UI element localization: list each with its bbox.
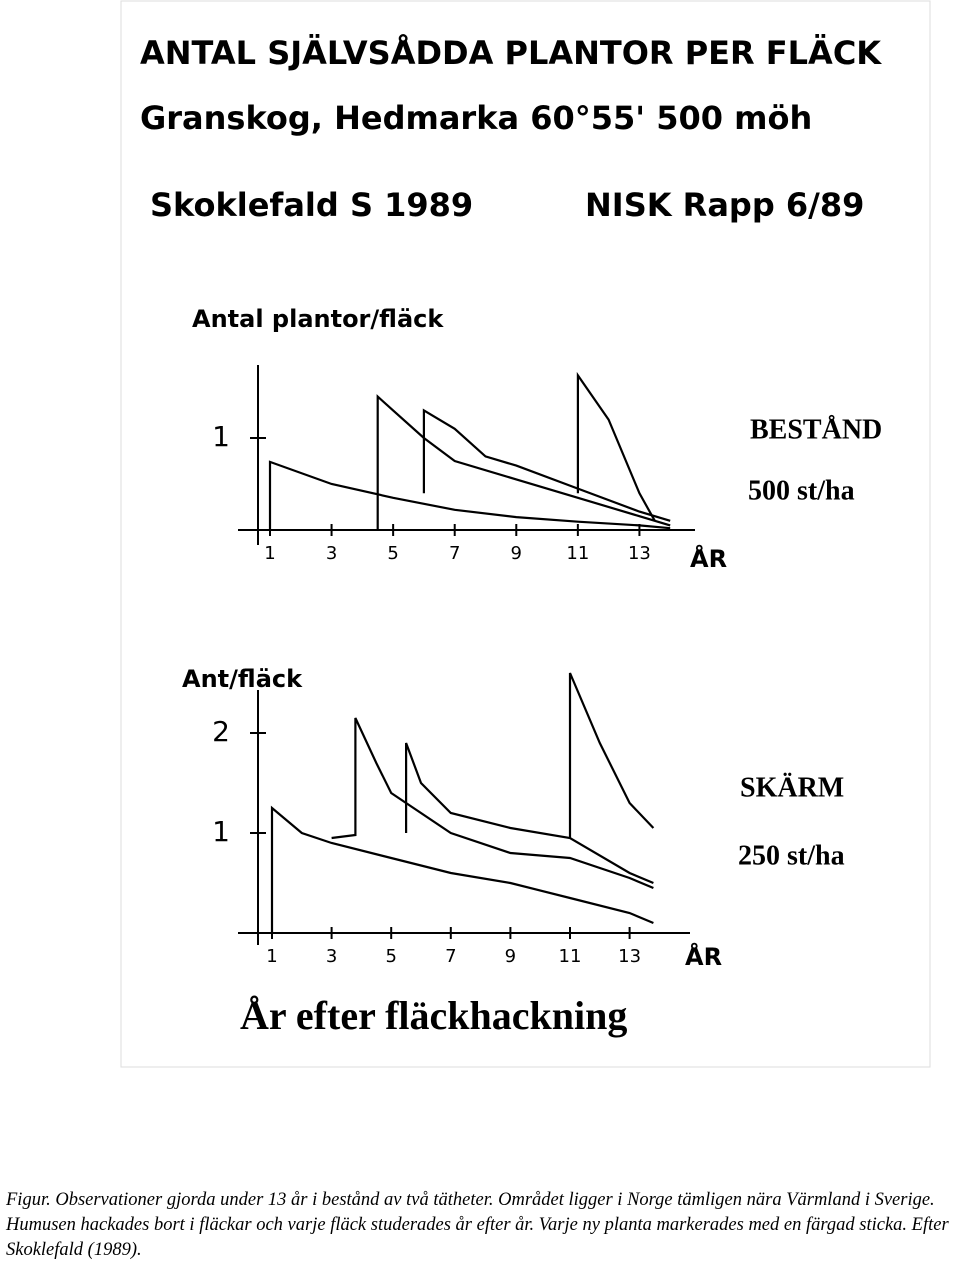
x-tick-label: 1: [264, 543, 275, 564]
y-tick-label: 1: [212, 815, 230, 848]
data-line: [576, 371, 656, 522]
data-line: [405, 742, 654, 885]
x-tick-label: 11: [566, 543, 589, 564]
data-line: [331, 717, 654, 890]
x-tick-label: 9: [511, 543, 522, 564]
figure: ANTAL SJÄLVSÅDDA PLANTOR PER FLÄCK Grans…: [120, 0, 931, 1068]
x-tick-label: 5: [387, 543, 398, 564]
data-line: [568, 672, 655, 838]
data-line: [268, 460, 671, 530]
y-axis-label: Ant/fläck: [182, 665, 303, 693]
x-tick-label: 3: [326, 946, 337, 967]
figure-frame: [120, 0, 931, 1068]
data-line: [422, 408, 671, 522]
x-tick-label: 13: [628, 543, 651, 564]
annotation: BESTÅND: [750, 414, 882, 445]
x-axis-label: ÅR: [690, 544, 727, 573]
source: NISK Rapp 6/89: [585, 186, 864, 224]
title: ANTAL SJÄLVSÅDDA PLANTOR PER FLÄCK: [140, 34, 882, 72]
footer: År efter fläckhackning: [240, 993, 627, 1038]
x-axis-label: ÅR: [685, 942, 722, 971]
subtitle: Granskog, Hedmarka 60°55' 500 möh: [140, 99, 812, 137]
x-tick-label: 7: [445, 946, 456, 967]
annotation: 250 st/ha: [738, 840, 845, 871]
caption: Figur. Observationer gjorda under 13 år …: [6, 1190, 949, 1260]
y-axis-label: Antal plantor/fläck: [192, 305, 444, 333]
y-tick-label: 1: [212, 420, 230, 453]
source: Skoklefald S 1989: [150, 186, 473, 224]
x-tick-label: 11: [559, 946, 582, 967]
x-tick-label: 9: [505, 946, 516, 967]
annotation: 500 st/ha: [748, 475, 855, 506]
x-tick-label: 3: [326, 543, 337, 564]
x-tick-label: 7: [449, 543, 460, 564]
data-line: [376, 394, 671, 530]
x-tick-label: 5: [385, 946, 396, 967]
y-tick-label: 2: [212, 715, 230, 748]
annotation: SKÄRM: [740, 772, 844, 803]
data-line: [270, 805, 654, 933]
x-tick-label: 1: [266, 946, 277, 967]
x-tick-label: 13: [618, 946, 641, 967]
